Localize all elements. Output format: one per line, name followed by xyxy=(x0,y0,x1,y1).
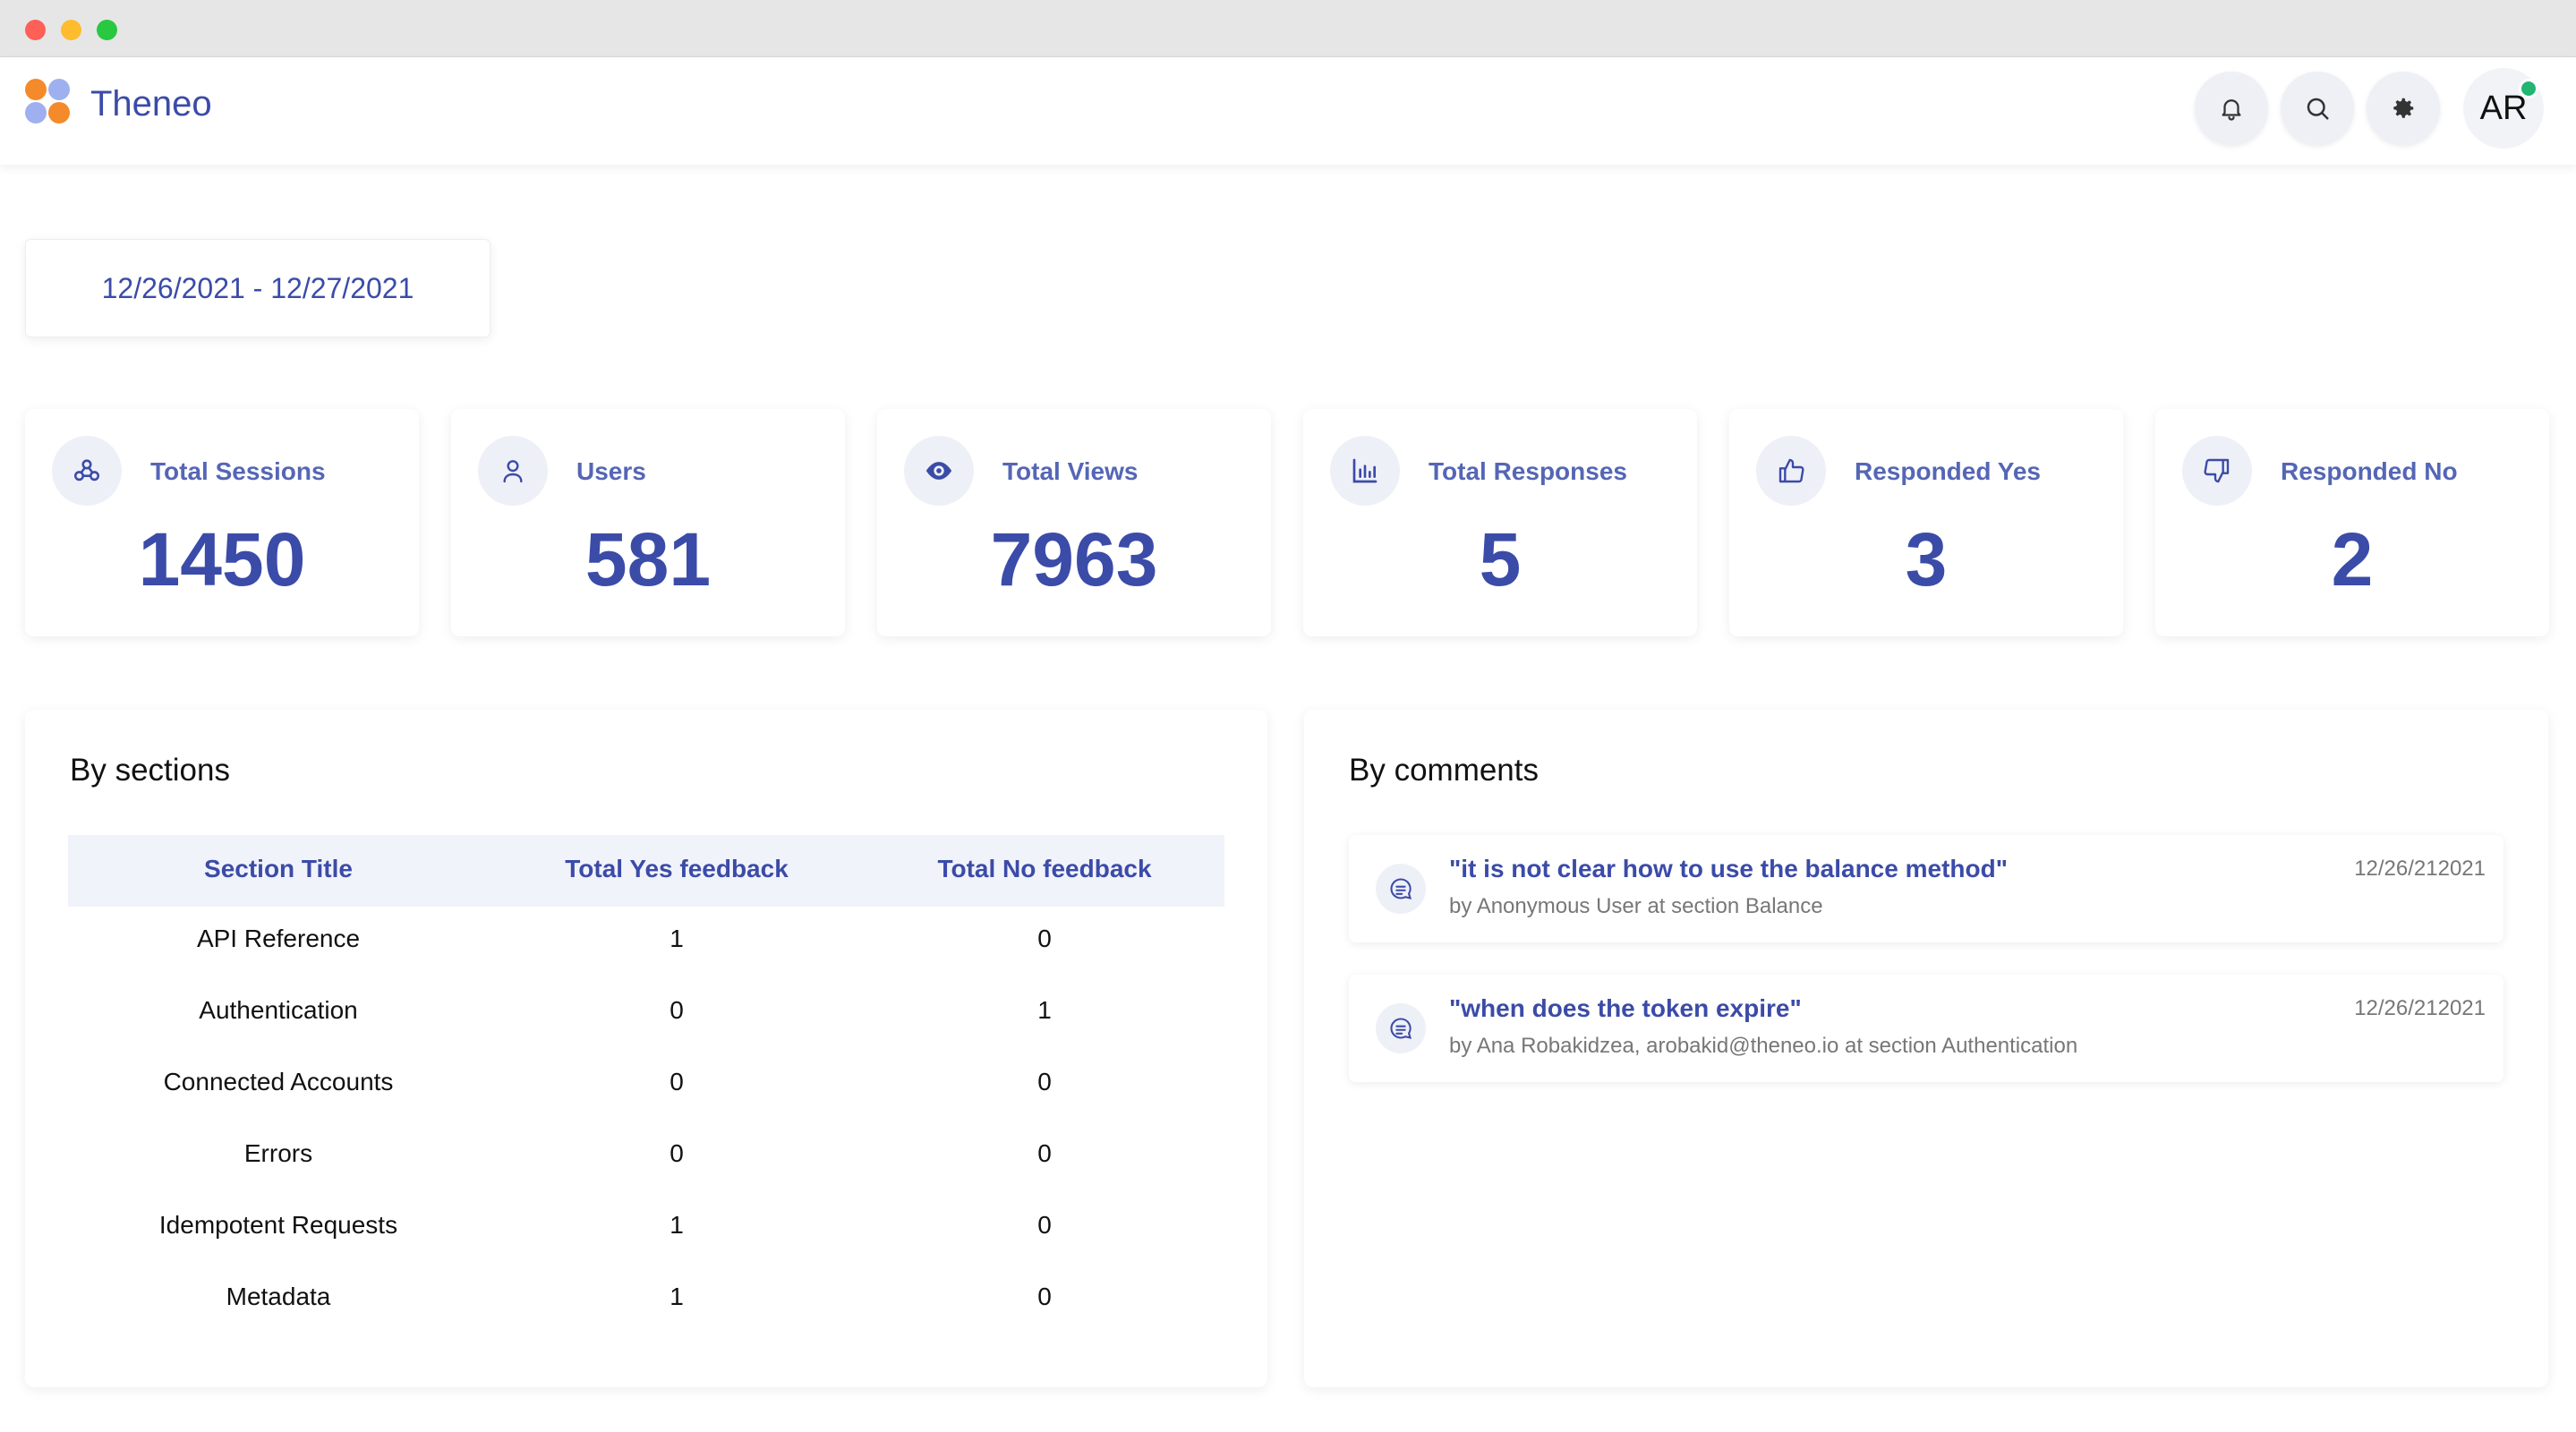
stat-card-responded-yes: Responded Yes 3 xyxy=(1729,409,2123,636)
cell-yes-count: 0 xyxy=(670,996,684,1024)
cell-yes-count: 1 xyxy=(670,1283,684,1310)
comment-card[interactable]: "when does the token expire" by Ana Roba… xyxy=(1349,975,2503,1082)
cell-section-title: Connected Accounts xyxy=(163,1068,394,1095)
stat-label: Total Responses xyxy=(1429,457,1627,485)
maximize-window-button[interactable] xyxy=(97,20,117,40)
bell-icon xyxy=(2222,99,2241,121)
stat-label: Responded No xyxy=(2281,457,2458,485)
sessions-icon xyxy=(52,436,122,506)
comment-icon xyxy=(1376,864,1426,914)
cell-yes-count: 1 xyxy=(670,925,684,952)
panel-title: By sections xyxy=(70,753,230,788)
cell-no-count: 0 xyxy=(1037,1283,1052,1310)
comment-text: "it is not clear how to use the balance … xyxy=(1449,855,2008,882)
by-sections-panel: By sections Section Title Total Yes feed… xyxy=(25,710,1267,1387)
stat-card-total-responses: Total Responses 5 xyxy=(1303,409,1697,636)
stat-label: Users xyxy=(576,457,646,485)
notifications-button[interactable] xyxy=(2195,72,2268,145)
table-header: Section Title Total Yes feedback Total N… xyxy=(68,835,1224,907)
stat-value: 5 xyxy=(1479,517,1522,601)
table-row: API Reference 1 0 xyxy=(68,907,1224,978)
column-header-total-no[interactable]: Total No feedback xyxy=(937,855,1152,882)
cell-no-count: 0 xyxy=(1037,1211,1052,1239)
column-header-section-title[interactable]: Section Title xyxy=(204,855,353,882)
table-row: Authentication 0 1 xyxy=(68,978,1224,1050)
cell-yes-count: 0 xyxy=(670,1139,684,1167)
app-header: Theneo AR xyxy=(0,57,2576,165)
user-icon xyxy=(478,436,548,506)
cell-section-title: Errors xyxy=(243,1139,313,1167)
date-range-picker[interactable]: 12/26/2021 - 12/27/2021 xyxy=(25,239,490,337)
cell-section-title: Idempotent Requests xyxy=(158,1211,398,1239)
cell-section-title: Metadata xyxy=(226,1283,331,1310)
table-row: Metadata 1 0 xyxy=(68,1265,1224,1336)
stat-card-responded-no: Responded No 2 xyxy=(2155,409,2549,636)
stat-label: Responded Yes xyxy=(1855,457,2042,485)
stat-card-total-views: Total Views 7963 xyxy=(877,409,1271,636)
stat-card-total-sessions: Total Sessions 1450 xyxy=(25,409,419,636)
column-header-total-yes[interactable]: Total Yes feedback xyxy=(565,855,789,882)
thumbs-up-icon xyxy=(1756,436,1826,506)
by-comments-panel: By comments "it is not clear how to use … xyxy=(1304,710,2548,1387)
stat-value: 581 xyxy=(584,517,712,601)
cell-no-count: 0 xyxy=(1037,1068,1052,1095)
comment-icon xyxy=(1376,1003,1426,1053)
table-row: Idempotent Requests 1 0 xyxy=(68,1193,1224,1265)
table-row: Connected Accounts 0 0 xyxy=(68,1050,1224,1121)
stat-label: Total Sessions xyxy=(150,457,326,485)
search-icon xyxy=(2307,98,2329,120)
comment-date: 12/26/212021 xyxy=(2354,996,2486,1020)
app-name[interactable]: Theneo xyxy=(90,84,212,124)
settings-button[interactable] xyxy=(2367,72,2440,145)
comment-card[interactable]: "it is not clear how to use the balance … xyxy=(1349,835,2503,942)
online-status-dot xyxy=(2519,79,2538,98)
minimize-window-button[interactable] xyxy=(61,20,81,40)
avatar-initials: AR xyxy=(2479,89,2528,127)
stat-value: 2 xyxy=(2331,517,2374,601)
stat-card-users: Users 581 xyxy=(451,409,845,636)
comment-date: 12/26/212021 xyxy=(2354,857,2486,881)
user-avatar[interactable]: AR xyxy=(2463,68,2544,149)
stat-label: Total Views xyxy=(1002,457,1139,485)
comment-text: "when does the token expire" xyxy=(1449,994,1802,1022)
stat-value: 1450 xyxy=(138,517,306,601)
thumbs-down-icon xyxy=(2182,436,2252,506)
cell-no-count: 0 xyxy=(1037,925,1052,952)
table-row: Errors 0 0 xyxy=(68,1121,1224,1193)
cell-section-title: API Reference xyxy=(196,925,361,952)
cell-no-count: 1 xyxy=(1037,996,1052,1024)
comment-author: by Ana Robakidzea, arobakid@theneo.io at… xyxy=(1449,1034,2078,1058)
cell-section-title: Authentication xyxy=(199,996,358,1024)
stat-value: 3 xyxy=(1905,517,1948,601)
date-range-value: 12/26/2021 - 12/27/2021 xyxy=(101,271,414,304)
eye-icon xyxy=(904,436,974,506)
bar-chart-icon xyxy=(1330,436,1400,506)
panel-title: By comments xyxy=(1349,753,1539,788)
window-titlebar xyxy=(0,0,2576,57)
cell-no-count: 0 xyxy=(1037,1139,1052,1167)
theneo-logo-icon[interactable] xyxy=(25,79,72,125)
cell-yes-count: 1 xyxy=(670,1211,684,1239)
comment-author: by Anonymous User at section Balance xyxy=(1449,894,1823,918)
close-window-button[interactable] xyxy=(25,20,46,40)
gear-icon xyxy=(2393,98,2414,118)
search-button[interactable] xyxy=(2281,72,2354,145)
stat-value: 7963 xyxy=(990,517,1158,601)
cell-yes-count: 0 xyxy=(670,1068,684,1095)
